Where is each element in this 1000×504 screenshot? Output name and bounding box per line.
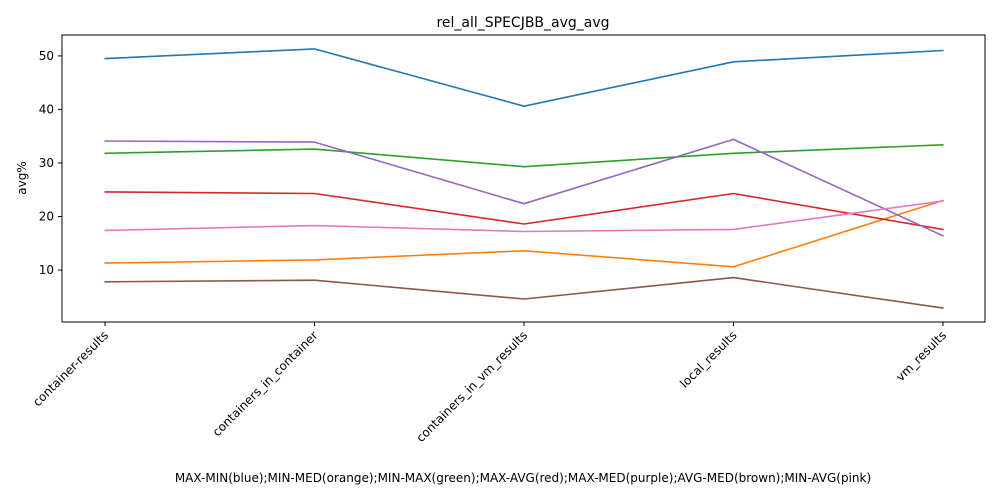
y-tick-label: 40 bbox=[39, 102, 54, 116]
y-axis-label: avg% bbox=[15, 161, 29, 194]
y-tick-label: 50 bbox=[39, 49, 54, 63]
series-layer bbox=[104, 48, 944, 309]
x-tick-label: containers_in_vm_results bbox=[413, 328, 530, 445]
y-tick-label: 10 bbox=[39, 263, 54, 277]
series-line bbox=[104, 191, 944, 231]
x-axis-label: MAX-MIN(blue);MIN-MED(orange);MIN-MAX(gr… bbox=[175, 471, 871, 485]
y-tick-label: 20 bbox=[39, 210, 54, 224]
series-line bbox=[104, 199, 944, 268]
chart-title: rel_all_SPECJBB_avg_avg bbox=[436, 15, 609, 31]
plot-area-frame bbox=[61, 34, 986, 323]
series-line bbox=[104, 276, 944, 309]
y-axis: 10 20 30 40 50 bbox=[39, 49, 62, 277]
x-tick-label: containers_in_container bbox=[210, 328, 321, 439]
x-tick-label: vm_results bbox=[893, 328, 949, 384]
series-line bbox=[104, 138, 944, 237]
series-line bbox=[104, 144, 944, 168]
series-line bbox=[104, 48, 944, 107]
x-tick-label: local_results bbox=[677, 328, 739, 390]
y-tick-label: 30 bbox=[39, 156, 54, 170]
x-tick-label: container-results bbox=[30, 328, 111, 409]
series-line bbox=[104, 200, 944, 233]
x-axis: container-results containers_in_container… bbox=[30, 322, 949, 445]
